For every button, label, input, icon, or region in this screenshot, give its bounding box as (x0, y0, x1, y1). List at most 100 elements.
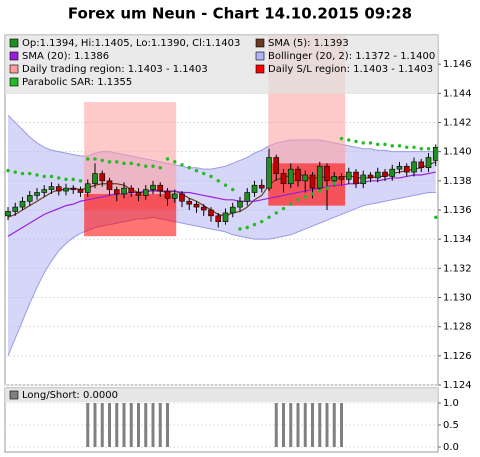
legend-label: Long/Short: 0.0000 (22, 390, 118, 401)
candle-body (200, 206, 207, 211)
sar-dot (194, 168, 199, 173)
sar-dot (434, 215, 438, 219)
y-tick-label: 1.134 (443, 234, 472, 245)
bar (158, 403, 162, 447)
candle-body (179, 193, 185, 202)
sar-dot (209, 174, 213, 179)
candle-body (244, 192, 251, 202)
candle-body (135, 192, 142, 196)
sar-dot (28, 171, 32, 176)
candle-body (106, 180, 113, 190)
legend-swatch (255, 51, 265, 61)
bar (122, 403, 126, 447)
bar (108, 403, 111, 447)
bar (303, 403, 307, 447)
candle-body (142, 189, 149, 196)
legend-swatch (9, 51, 19, 61)
bar (93, 403, 97, 447)
sar-dot (405, 145, 409, 149)
sar-dot (383, 142, 387, 147)
sar-dot (310, 192, 315, 196)
y-tick-label: 1.0 (443, 398, 459, 409)
region (84, 193, 177, 237)
legend-label: Bollinger (20, 2): 1.1372 - 1.1400 (268, 51, 435, 62)
candle-body (403, 165, 410, 173)
sar-dot (267, 215, 271, 219)
candle-body (280, 173, 287, 185)
candle-body (237, 200, 243, 208)
candle-body (316, 165, 323, 189)
sar-dot (245, 225, 249, 230)
candle-body (164, 190, 171, 199)
bar (311, 403, 314, 447)
candle-body (418, 161, 425, 169)
candle-body (331, 176, 338, 182)
candle-body (432, 146, 438, 161)
sar-dot (332, 182, 336, 186)
legend-swatch (9, 390, 19, 400)
y-tick-label: 0.0 (443, 442, 459, 453)
bollinger-upper (7, 114, 436, 170)
sar-dot (180, 163, 184, 167)
bar (86, 403, 90, 447)
bar (340, 403, 343, 447)
region (84, 102, 177, 210)
bar (325, 403, 329, 447)
candle-body (360, 174, 367, 185)
candle-body (19, 200, 26, 208)
legend-swatch (9, 64, 19, 74)
candle-body (26, 195, 33, 202)
bar (274, 403, 278, 447)
y-tick-label: 1.128 (443, 322, 472, 333)
legend-label: SMA (20): 1.1386 (22, 51, 109, 62)
bar (144, 403, 148, 447)
sar-dot (252, 222, 257, 227)
sar-dot (151, 164, 155, 168)
legend-label: SMA (5): 1.1393 (268, 38, 349, 49)
candle-body (353, 171, 359, 185)
sar-dot (368, 141, 373, 145)
y-tick-label: 1.124 (443, 380, 472, 391)
y-tick-label: 1.144 (443, 88, 472, 99)
candle-body (287, 168, 294, 185)
sar-dot (57, 176, 61, 180)
candle-body (128, 187, 135, 193)
bollinger-lower (7, 192, 436, 357)
candle-body (171, 193, 178, 199)
sar-dot (347, 138, 351, 142)
sar-dot (107, 160, 112, 164)
sar-dot (78, 179, 83, 183)
sar-dot (274, 211, 278, 215)
sar-dot (144, 164, 148, 168)
y-tick-label: 1.130 (443, 293, 472, 304)
candle-body (150, 184, 156, 190)
sar-dot (412, 145, 416, 149)
sar-dot (260, 219, 264, 224)
candle-body (113, 189, 120, 195)
plot-layer (5, 35, 438, 357)
candle-body (70, 187, 77, 190)
candle-body (121, 187, 127, 195)
bar (166, 403, 169, 447)
sar-dot (122, 161, 126, 166)
sar-dot (71, 177, 75, 182)
chart-title: Forex um Neun - Chart 14.10.2015 09:28 (68, 5, 412, 23)
candle-body (5, 211, 11, 217)
candle-body (12, 206, 19, 212)
y-tick-label: 1.146 (443, 59, 472, 70)
legend-label: Op:1.1394, Hi:1.1405, Lo:1.1390, Cl:1.14… (22, 38, 240, 49)
candle-body (389, 168, 396, 177)
candle-body (273, 157, 280, 174)
candle-body (77, 189, 84, 193)
candle-body (258, 184, 265, 189)
candle-body (208, 209, 214, 217)
bar (137, 403, 140, 447)
bar (151, 403, 155, 447)
bar (100, 403, 104, 447)
sar-dot (339, 136, 344, 141)
bar (332, 403, 336, 447)
sar-dot (397, 144, 402, 148)
candle-body (48, 186, 55, 190)
bar (115, 403, 119, 447)
